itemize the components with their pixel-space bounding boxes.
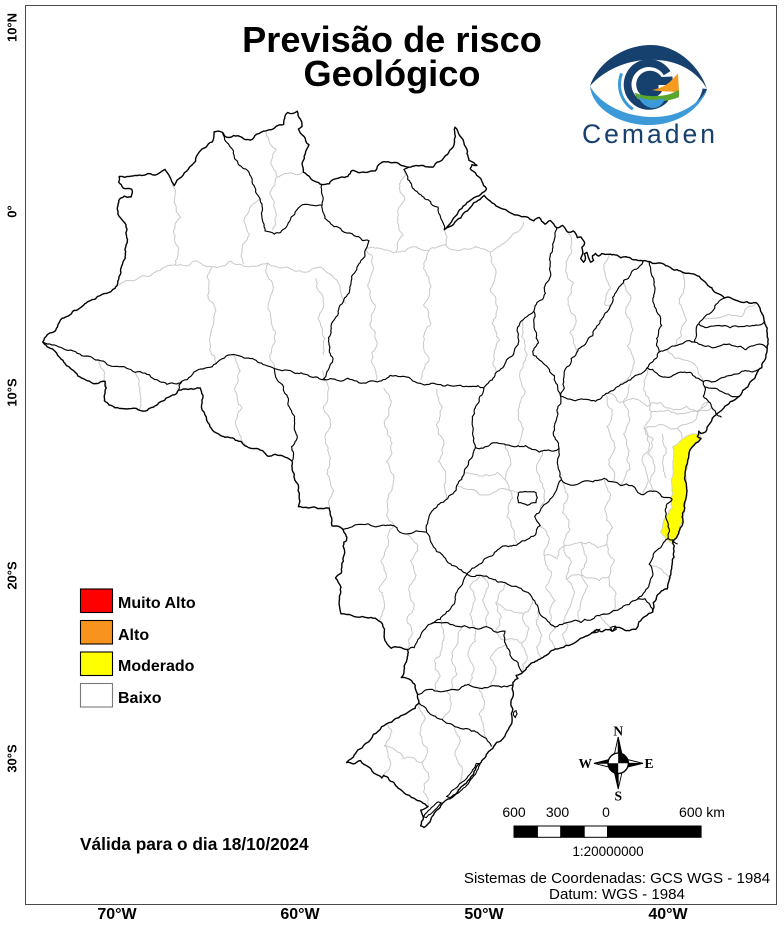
svg-text:E: E bbox=[645, 756, 654, 771]
svg-text:W: W bbox=[579, 756, 593, 771]
svg-text:S: S bbox=[614, 789, 622, 804]
svg-text:N: N bbox=[613, 724, 623, 739]
